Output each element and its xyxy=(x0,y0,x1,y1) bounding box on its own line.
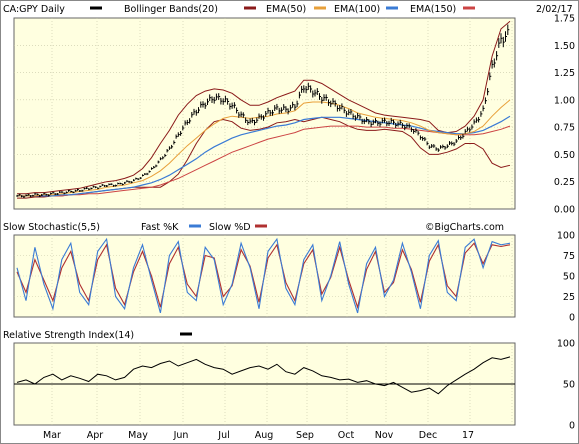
y-tick-label: 75 xyxy=(563,251,575,262)
x-tick-label: Nov xyxy=(375,430,394,441)
x-tick-label: Oct xyxy=(338,430,355,441)
rsi-title: Relative Strength Index(14) xyxy=(3,330,134,341)
price-panel: CA:GPY Daily Bollinger Bands(20) EMA(50)… xyxy=(3,4,575,216)
y-tick-label: 0 xyxy=(569,313,575,324)
x-axis: Mar Apr May Jun Jul Aug Sep Oct Nov Dec 17 xyxy=(43,430,474,441)
fast-k-line xyxy=(16,237,511,314)
y-tick-label: 1.00 xyxy=(554,95,575,106)
legend-bollinger-label: Bollinger Bands(20) xyxy=(124,4,218,15)
rsi-panel: Relative Strength Index(14) 0 50 100 xyxy=(3,330,575,432)
y-tick-label: 100 xyxy=(557,339,575,350)
legend-slow-d-label: Slow %D xyxy=(209,222,251,233)
x-tick-label: Jun xyxy=(173,430,189,441)
x-tick-label: 17 xyxy=(462,430,474,441)
legend-ema50-label: EMA(50) xyxy=(266,4,306,15)
y-tick-label: 0.75 xyxy=(554,123,575,134)
y-tick-label: 0.25 xyxy=(554,177,575,188)
y-tick-label: 0.00 xyxy=(554,205,575,216)
y-tick-label: 50 xyxy=(563,380,575,391)
x-tick-label: Mar xyxy=(43,430,61,441)
x-tick-label: Jul xyxy=(217,430,229,441)
stochastic-panel: Slow Stochastic(5,5) Fast %K Slow %D ©Bi… xyxy=(3,222,575,324)
y-tick-label: 0.50 xyxy=(554,150,575,161)
legend-ema150-label: EMA(150) xyxy=(410,4,456,15)
y-tick-label: 100 xyxy=(557,231,575,242)
y-tick-label: 50 xyxy=(563,272,575,283)
chart-date: 2/02/17 xyxy=(536,4,573,15)
legend-fast-k-label: Fast %K xyxy=(141,222,179,233)
price-plot-area xyxy=(13,17,516,210)
ema150-line xyxy=(17,125,511,197)
watermark: ©BigCharts.com xyxy=(425,222,504,233)
y-tick-label: 1.50 xyxy=(554,41,575,52)
x-tick-label: Apr xyxy=(87,430,104,441)
y-tick-label: 1.25 xyxy=(554,68,575,79)
y-tick-label: 1.75 xyxy=(554,14,575,25)
symbol-label: CA:GPY Daily xyxy=(3,4,65,15)
x-tick-label: Sep xyxy=(296,430,314,441)
x-tick-label: Aug xyxy=(255,430,274,441)
legend-ema100-label: EMA(100) xyxy=(334,4,380,15)
bollinger-upper-line xyxy=(17,20,511,195)
x-tick-label: May xyxy=(128,430,148,441)
x-tick-label: Dec xyxy=(419,430,437,441)
stochastic-title: Slow Stochastic(5,5) xyxy=(3,222,100,233)
y-tick-label: 25 xyxy=(563,292,575,303)
y-tick-label: 0 xyxy=(569,421,575,432)
rsi-line xyxy=(16,356,511,395)
